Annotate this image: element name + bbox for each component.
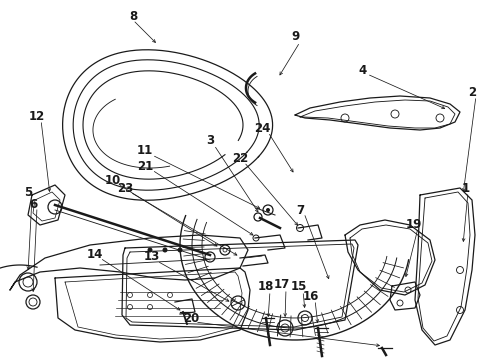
Text: 15: 15 <box>290 280 306 293</box>
Text: 23: 23 <box>117 183 133 195</box>
Text: 24: 24 <box>253 122 270 135</box>
Text: 1: 1 <box>461 181 469 194</box>
Text: 5: 5 <box>24 186 32 199</box>
Text: 19: 19 <box>405 217 421 230</box>
Circle shape <box>147 248 152 252</box>
Text: 10: 10 <box>104 175 121 188</box>
Text: 11: 11 <box>137 144 153 158</box>
Text: 9: 9 <box>290 31 299 44</box>
Text: 12: 12 <box>29 109 45 122</box>
Text: 6: 6 <box>29 198 37 211</box>
Circle shape <box>265 208 269 212</box>
Circle shape <box>177 248 182 252</box>
Text: 14: 14 <box>87 248 103 261</box>
Text: 16: 16 <box>302 289 319 302</box>
Text: 3: 3 <box>205 135 214 148</box>
Text: 4: 4 <box>358 63 366 77</box>
Circle shape <box>162 248 167 252</box>
Text: 21: 21 <box>137 159 153 172</box>
Text: 13: 13 <box>143 251 160 264</box>
Text: 8: 8 <box>129 9 137 22</box>
Text: 17: 17 <box>273 279 289 292</box>
Text: 22: 22 <box>231 153 247 166</box>
Text: 20: 20 <box>183 311 199 324</box>
Text: 18: 18 <box>257 280 274 293</box>
Text: 2: 2 <box>467 85 475 99</box>
Text: 7: 7 <box>295 203 304 216</box>
